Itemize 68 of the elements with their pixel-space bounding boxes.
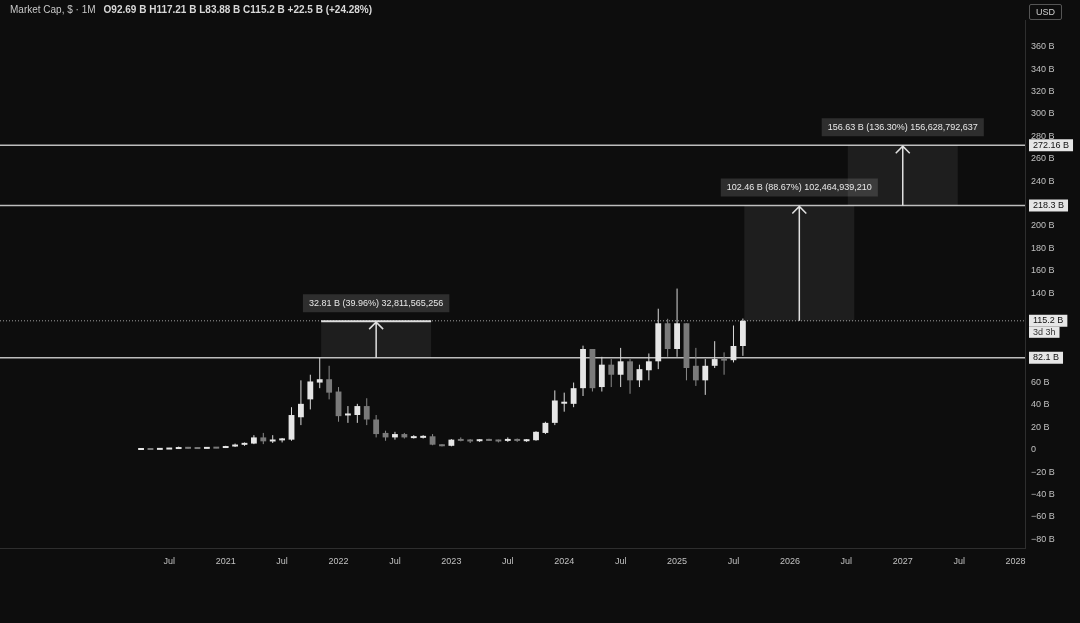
candlestick: [279, 437, 286, 443]
candlestick: [702, 358, 709, 396]
ref-line-label: 82.1 B: [1033, 352, 1060, 363]
x-tick-label: 2024: [554, 556, 575, 567]
candlestick: [645, 352, 652, 381]
candlestick: [608, 358, 615, 388]
candlestick: [561, 392, 568, 413]
candlestick: [598, 356, 605, 393]
x-tick-label: Jul: [389, 556, 401, 567]
candlestick: [345, 405, 351, 424]
candlestick: [711, 340, 718, 369]
y-tick-label: 260 B: [1031, 153, 1055, 164]
y-axis-title: USD: [1028, 4, 1062, 20]
x-tick-label: 2028: [1005, 556, 1026, 567]
candlestick: [392, 431, 398, 441]
candlestick: [298, 379, 304, 426]
y-tick-label: 180 B: [1031, 242, 1055, 253]
candlestick: [363, 397, 370, 426]
x-tick-label: Jul: [502, 556, 514, 567]
y-tick-label: −60 B: [1031, 511, 1055, 522]
ref-line-label: 272.16 B: [1033, 139, 1070, 150]
candlestick: [627, 358, 633, 395]
x-tick-label: 2025: [667, 556, 688, 567]
x-tick-label: 2023: [441, 556, 462, 567]
x-tick-label: Jul: [163, 556, 176, 567]
y-tick-label: 20 B: [1031, 421, 1050, 432]
x-tick-label: Jul: [840, 556, 853, 567]
y-tick-label: 340 B: [1031, 63, 1055, 74]
y-tick-label: 300 B: [1031, 108, 1055, 119]
x-tick-label: 2022: [328, 556, 349, 567]
y-tick-label: 0: [1031, 444, 1037, 455]
x-tick-label: Jul: [614, 556, 627, 567]
y-tick-label: −20 B: [1031, 466, 1055, 477]
candlestick: [373, 414, 380, 438]
y-tick-label: 320 B: [1031, 86, 1055, 97]
candlestick: [551, 389, 558, 426]
x-tick-label: 2027: [892, 556, 913, 567]
candlestick: [692, 347, 699, 387]
x-tick-label: 2021: [215, 556, 236, 567]
ref-line-label: 218.3 B: [1033, 199, 1065, 210]
y-tick-label: 60 B: [1031, 377, 1050, 388]
y-tick-label: 140 B: [1031, 287, 1055, 298]
x-tick-label: Jul: [727, 556, 740, 567]
y-tick-label: 360 B: [1031, 41, 1055, 52]
annotation: 156.63 B (136.30%) 156,628,792,637: [827, 121, 978, 132]
annotation: 32.81 B (39.96%) 32,811,565,256: [308, 297, 444, 308]
candlestick: [721, 351, 727, 376]
candlestick: [316, 357, 323, 389]
candlestick: [354, 403, 361, 424]
candlestick: [570, 382, 577, 408]
y-tick-label: 200 B: [1031, 220, 1055, 231]
y-tick-label: 40 B: [1031, 399, 1050, 410]
y-tick-label: 280 B: [1031, 130, 1055, 141]
y-tick-label: 160 B: [1031, 265, 1055, 276]
x-tick-label: Jul: [953, 556, 965, 567]
candlestick: [326, 365, 333, 400]
y-tick-label: −40 B: [1031, 488, 1055, 499]
y-tick-label: 240 B: [1031, 175, 1055, 186]
candlestick: [307, 374, 314, 410]
y-tick-label: −80 B: [1031, 533, 1055, 544]
candlestick: [617, 347, 624, 388]
annotation: 102.46 B (88.67%) 102,464,939,210: [726, 181, 872, 192]
text: 3d 3h: [1033, 327, 1056, 338]
chart-subtitle: O92.69 B H117.21 B L83.88 B C115.2 B +22.5 B (+24.28%): [103, 4, 373, 15]
x-tick-label: Jul: [276, 556, 288, 567]
chart-title: Market Cap, $ · 1M: [10, 4, 96, 15]
x-tick-label: 2026: [779, 556, 800, 567]
ref-line-label: 115.2 B: [1033, 315, 1064, 326]
